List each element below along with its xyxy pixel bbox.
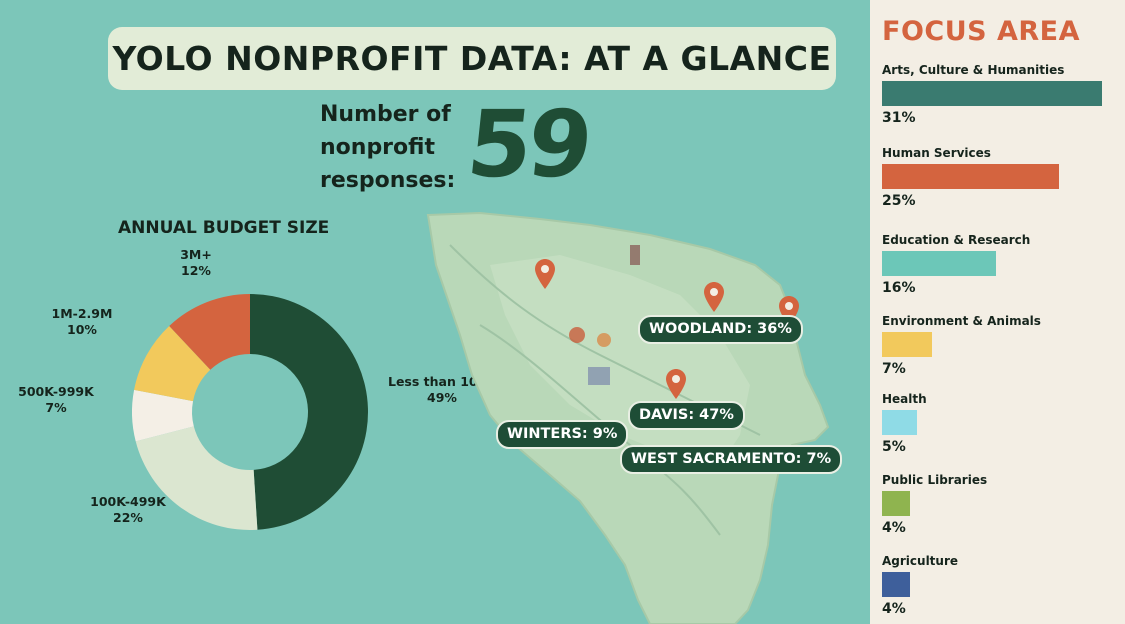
donut-label-name: Less than 100K	[387, 374, 496, 389]
focus-area-item: Arts, Culture & Humanities 31%	[882, 62, 1117, 126]
focus-area-bar	[882, 251, 996, 276]
focus-area-bar	[882, 81, 1102, 106]
donut-label-value: 7%	[45, 400, 67, 415]
focus-area-bar	[882, 410, 917, 435]
map-pin-icon	[704, 282, 724, 312]
donut-label: 100K-499K 22%	[68, 494, 188, 526]
map-landmark	[630, 245, 640, 265]
donut-label-name: 500K-999K	[18, 384, 94, 399]
focus-area-label: Arts, Culture & Humanities	[882, 63, 1065, 77]
responses-label: Number of nonprofit responses:	[320, 98, 460, 197]
responses-label-line: responses:	[320, 168, 456, 193]
focus-area-item: Environment & Animals 7%	[882, 313, 1117, 377]
city-label-woodland: WOODLAND: 36%	[638, 315, 803, 344]
responses-label-line: nonprofit	[320, 135, 435, 160]
page-title: YOLO NONPROFIT DATA: AT A GLANCE	[112, 39, 832, 78]
budget-chart-title: ANNUAL BUDGET SIZE	[118, 218, 330, 238]
donut-slice-3m-	[169, 294, 250, 370]
focus-area-bar	[882, 572, 910, 597]
focus-area-bar	[882, 491, 910, 516]
donut-label-value: 22%	[113, 510, 143, 525]
city-label-winters: WINTERS: 9%	[496, 420, 629, 449]
donut-label: 3M+ 12%	[136, 247, 256, 279]
donut-slice-500k-999k	[132, 389, 194, 442]
focus-area-item: Education & Research 16%	[882, 232, 1117, 296]
donut-label-name: 100K-499K	[90, 494, 166, 509]
focus-area-value: 16%	[882, 280, 916, 296]
focus-area-value: 25%	[882, 193, 916, 209]
focus-area-item: Agriculture 4%	[882, 553, 1117, 617]
focus-area-bar	[882, 332, 932, 357]
focus-area-label: Agriculture	[882, 554, 959, 568]
donut-label-value: 49%	[427, 390, 457, 405]
map-landmark	[597, 333, 611, 347]
map-pin-icon	[666, 369, 686, 399]
focus-area-item: Health 5%	[882, 391, 1117, 455]
title-banner: YOLO NONPROFIT DATA: AT A GLANCE	[108, 27, 836, 90]
donut-label-name: 3M+	[180, 247, 212, 262]
focus-area-value: 4%	[882, 601, 906, 617]
donut-slice-1m-2-9m	[134, 325, 211, 402]
budget-donut-chart	[132, 294, 368, 530]
focus-area-value: 7%	[882, 361, 906, 377]
donut-label-name: 1M-2.9M	[51, 306, 113, 321]
map-landmark	[588, 367, 610, 385]
donut-label-value: 12%	[181, 263, 211, 278]
donut-slice-less-than-100k	[250, 294, 368, 530]
focus-area-panel: FOCUS AREA Arts, Culture & Humanities 31%…	[870, 0, 1125, 624]
focus-area-label: Human Services	[882, 146, 991, 160]
focus-area-value: 4%	[882, 520, 906, 536]
city-label-west-sacramento: WEST SACRAMENTO: 7%	[620, 445, 843, 474]
donut-label: 1M-2.9M 10%	[22, 306, 142, 338]
focus-area-label: Education & Research	[882, 233, 1031, 247]
donut-slice-100k-499k	[135, 426, 258, 530]
focus-area-value: 31%	[882, 110, 916, 126]
donut-label: 500K-999K 7%	[0, 384, 116, 416]
focus-area-bar	[882, 164, 1059, 189]
responses-label-line: Number of	[320, 102, 451, 127]
focus-area-title: FOCUS AREA	[882, 16, 1081, 47]
focus-area-value: 5%	[882, 439, 906, 455]
focus-area-item: Human Services 25%	[882, 145, 1117, 209]
donut-label: Less than 100K 49%	[382, 374, 502, 406]
map-landmark	[569, 327, 585, 343]
focus-area-item: Public Libraries 4%	[882, 472, 1117, 536]
focus-area-label: Public Libraries	[882, 473, 988, 487]
city-label-davis: DAVIS: 47%	[628, 401, 745, 430]
map-pin-icon	[535, 259, 555, 289]
donut-label-value: 10%	[67, 322, 97, 337]
focus-area-label: Environment & Animals	[882, 314, 1041, 328]
focus-area-label: Health	[882, 392, 927, 406]
creek-line	[479, 324, 721, 536]
